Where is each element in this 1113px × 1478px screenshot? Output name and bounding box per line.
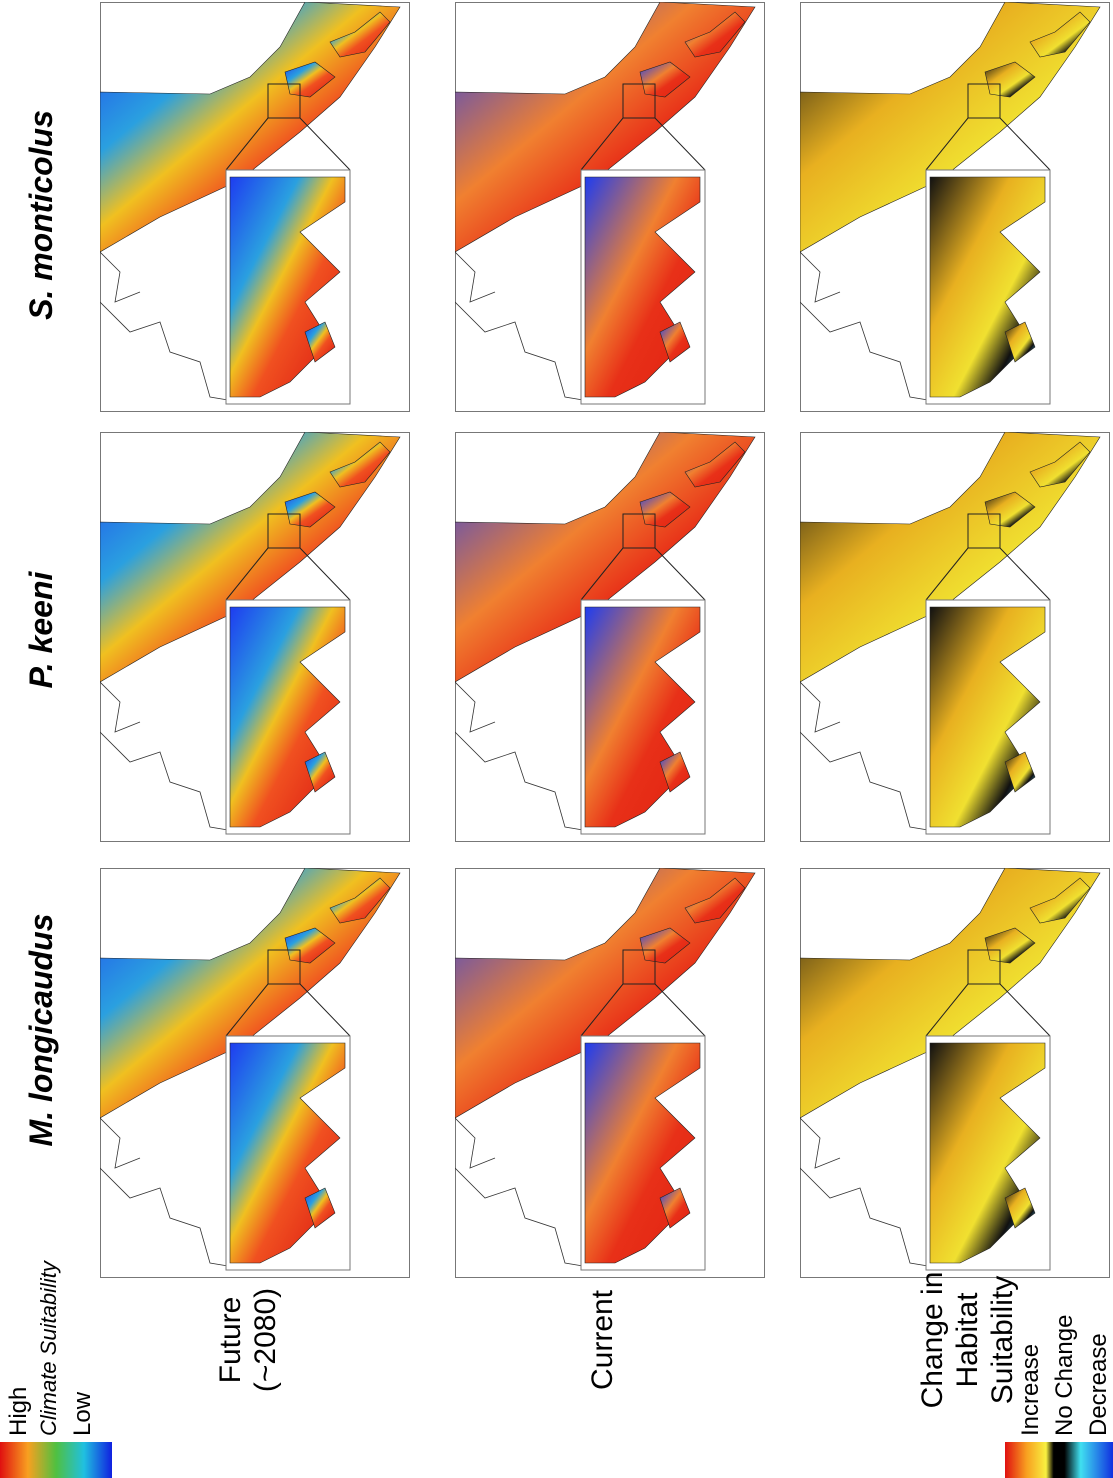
species-label: M. longicaudus: [23, 914, 59, 1147]
map-panel: [800, 2, 1110, 412]
species-label: S. monticolus: [23, 110, 59, 320]
legend-colorbar: [1005, 1442, 1113, 1478]
map-panel: [100, 2, 410, 412]
row-label: (~2080): [249, 1288, 282, 1392]
row-label: Suitability: [986, 1276, 1019, 1404]
row-label: Habitat: [951, 1292, 984, 1388]
legend-label: No Change: [1051, 1315, 1078, 1436]
map-panel: [800, 868, 1110, 1278]
map-panels: [100, 2, 1110, 1278]
legend-title: Climate Suitability: [36, 1259, 61, 1436]
legend-colorbar: [0, 1442, 112, 1478]
map-panel: [100, 432, 410, 842]
map-panel: [455, 2, 765, 412]
map-panel: [455, 868, 765, 1278]
legend-label: Low: [69, 1391, 96, 1436]
row-label: Change in: [916, 1272, 949, 1409]
legend-label: High: [5, 1387, 32, 1436]
legend-label: Increase: [1017, 1344, 1044, 1436]
legend-label: Decrease: [1085, 1333, 1112, 1436]
row-label: Current: [586, 1289, 619, 1390]
species-label: P. keeni: [23, 570, 59, 688]
row-label: Future: [214, 1297, 247, 1384]
map-panel: [455, 432, 765, 842]
map-panel: [100, 868, 410, 1278]
map-panel: [800, 432, 1110, 842]
